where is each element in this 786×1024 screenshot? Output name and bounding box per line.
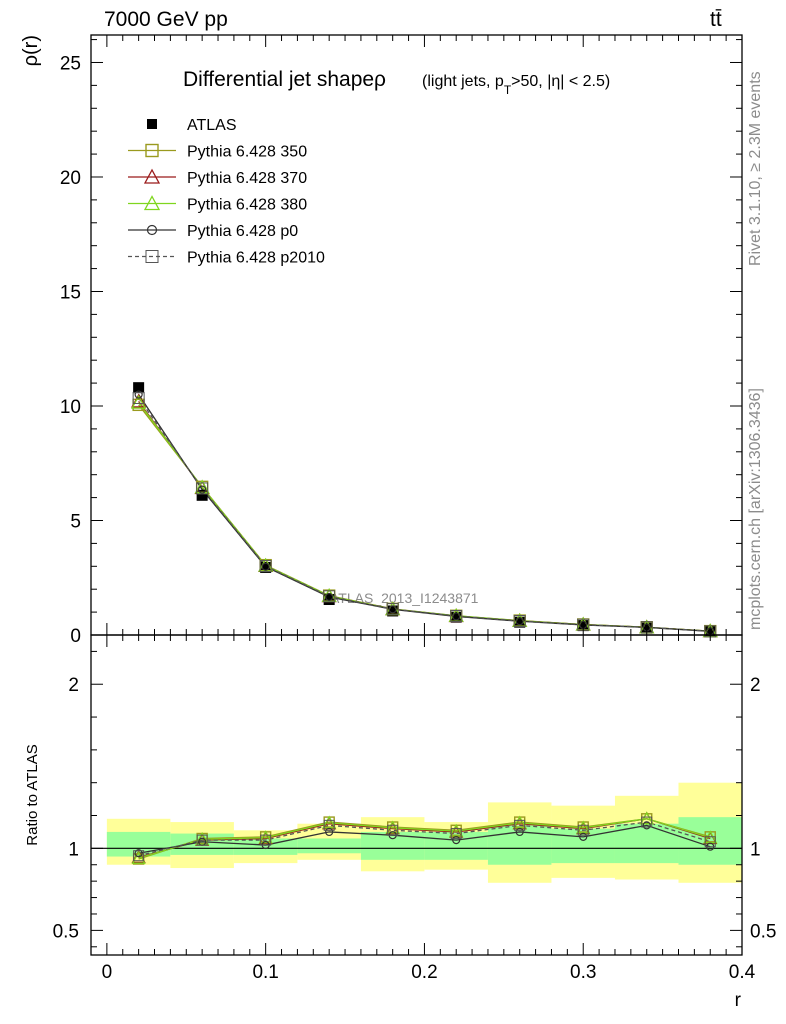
band-stat [487, 825, 552, 865]
data-point [514, 616, 526, 628]
band-stat [360, 831, 425, 860]
data-point [386, 603, 399, 616]
legend-marker [143, 168, 161, 184]
ratio-point [134, 849, 143, 858]
band-stat [551, 828, 615, 864]
ratio-point [514, 819, 526, 831]
data-point [323, 590, 336, 603]
y-tick-label: 0 [70, 626, 81, 647]
data-point [131, 394, 147, 409]
legend-label: Pythia 6.428 380 [187, 197, 307, 214]
legend-label: Pythia 6.428 370 [187, 170, 307, 187]
series-line [138, 397, 711, 632]
ratio-point [323, 819, 335, 831]
header-right: tt̄ [710, 8, 722, 31]
ratio-tick-label-right: 1 [750, 839, 761, 860]
data-point [513, 615, 526, 628]
data-point [196, 482, 209, 495]
data-point [196, 489, 208, 501]
legend-label: ATLAS [187, 117, 237, 134]
ratio-point [131, 850, 146, 864]
x-tick-label: 0.3 [570, 962, 596, 983]
data-point [261, 562, 270, 571]
ratio-tick-label: 0.5 [53, 921, 79, 942]
legend-marker [143, 195, 161, 211]
header-left: 7000 GeV pp [104, 8, 228, 31]
ratio-point [133, 850, 145, 862]
data-point [132, 391, 145, 404]
data-point [515, 617, 524, 626]
band-stat [297, 838, 361, 854]
ratio-point [258, 830, 273, 844]
x-tick-label: 0.2 [411, 962, 437, 983]
legend-label: Pythia 6.428 350 [187, 144, 307, 161]
data-point [323, 594, 335, 606]
y-tick-label: 10 [60, 397, 81, 418]
y-tick-label: 25 [60, 53, 81, 74]
ratio-tick-label: 2 [68, 675, 79, 696]
data-point [388, 605, 397, 614]
ratio-point [452, 836, 461, 845]
band-stat [678, 817, 742, 865]
data-point [387, 605, 399, 617]
data-point [450, 611, 462, 623]
legend-label: Pythia 6.428 p0 [187, 223, 298, 240]
x-tick-label: 0.4 [729, 962, 756, 983]
band-stat [614, 823, 679, 864]
band-stat [233, 838, 298, 855]
ratio-tick-label-right: 2 [750, 675, 761, 696]
ratio-point [325, 827, 334, 837]
ratio-point [515, 827, 524, 837]
legend-marker [147, 119, 157, 129]
ratio-point [387, 824, 399, 836]
ratio-point [260, 834, 272, 846]
y-tick-label: 20 [60, 168, 81, 189]
ratio-point [639, 811, 654, 825]
x-tick-label: 0 [102, 962, 113, 983]
data-point [260, 561, 272, 573]
ratio-line [138, 821, 711, 857]
legend-label: Pythia 6.428 p2010 [187, 250, 325, 267]
data-point [325, 592, 334, 602]
ratio-point [579, 832, 588, 841]
data-point [259, 560, 272, 573]
chart-title: Differential jet shapeρ [183, 68, 386, 91]
data-point [133, 382, 145, 394]
y-axis-label: ρ(r) [20, 35, 42, 66]
data-point [450, 609, 463, 622]
y-tick-label: 15 [60, 282, 81, 303]
legend-marker [145, 143, 159, 158]
ratio-frame [90, 634, 743, 956]
ratio-point [196, 834, 208, 846]
chart-subtitle: (light jets, pT>50, |η| < 2.5) [422, 73, 610, 97]
data-point [198, 485, 207, 494]
legend-marker [145, 250, 159, 263]
legend-marker [146, 224, 158, 236]
ratio-point [704, 836, 716, 848]
ratio-tick-label-right: 0.5 [750, 921, 776, 942]
ratio-point [450, 828, 462, 840]
ratio-line [138, 824, 711, 854]
data-point [452, 612, 461, 621]
ratio-line [138, 818, 711, 859]
data-point [134, 390, 143, 399]
y-tick-label: 5 [70, 511, 81, 532]
ratio-tick-label: 1 [68, 839, 79, 860]
data-point [641, 622, 653, 634]
ratio-point [195, 831, 210, 845]
watermark: ATLAS_2013_I1243871 [330, 590, 479, 606]
ratio-point [641, 816, 653, 828]
x-axis-label: r [735, 990, 742, 1011]
ratio-point [385, 820, 400, 834]
x-tick-label: 0.1 [252, 962, 278, 983]
ratio-point [577, 824, 589, 836]
ratio-axis-label: Ratio to ATLAS [24, 744, 41, 845]
ratio-point [642, 821, 651, 830]
